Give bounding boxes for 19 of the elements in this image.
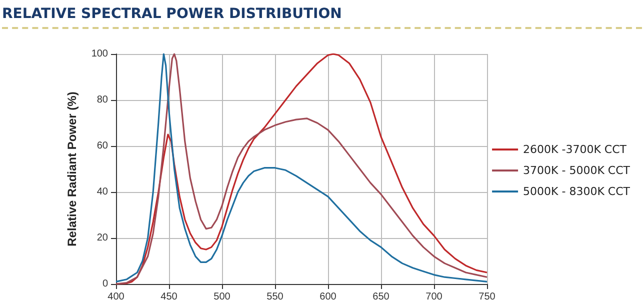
x-tick-label: 500 xyxy=(214,292,231,302)
x-tick-label: 700 xyxy=(426,292,443,302)
x-tick-label: 600 xyxy=(320,292,337,302)
x-tick-label: 650 xyxy=(372,292,390,302)
y-tick-label: 0 xyxy=(102,278,108,290)
x-tick-label: 400 xyxy=(108,292,125,302)
y-tick-label: 80 xyxy=(96,94,108,106)
x-tick-label: 750 xyxy=(478,292,496,302)
y-tick-label: 60 xyxy=(96,140,108,152)
y-tick-label: 20 xyxy=(96,232,108,244)
legend-label: 3700K - 5000K CCT xyxy=(523,164,630,177)
y-tick-label: 100 xyxy=(91,48,108,60)
legend-label: 2600K -3700K CCT xyxy=(523,143,627,156)
y-tick-label: 40 xyxy=(96,186,108,198)
y-axis-title: Relative Radiant Power (%) xyxy=(65,92,79,246)
x-tick-label: 450 xyxy=(160,292,178,302)
chart-title: RELATIVE SPECTRAL POWER DISTRIBUTION xyxy=(2,6,342,22)
x-tick-label: 550 xyxy=(266,292,284,302)
legend-label: 5000K - 8300K CCT xyxy=(523,185,630,198)
